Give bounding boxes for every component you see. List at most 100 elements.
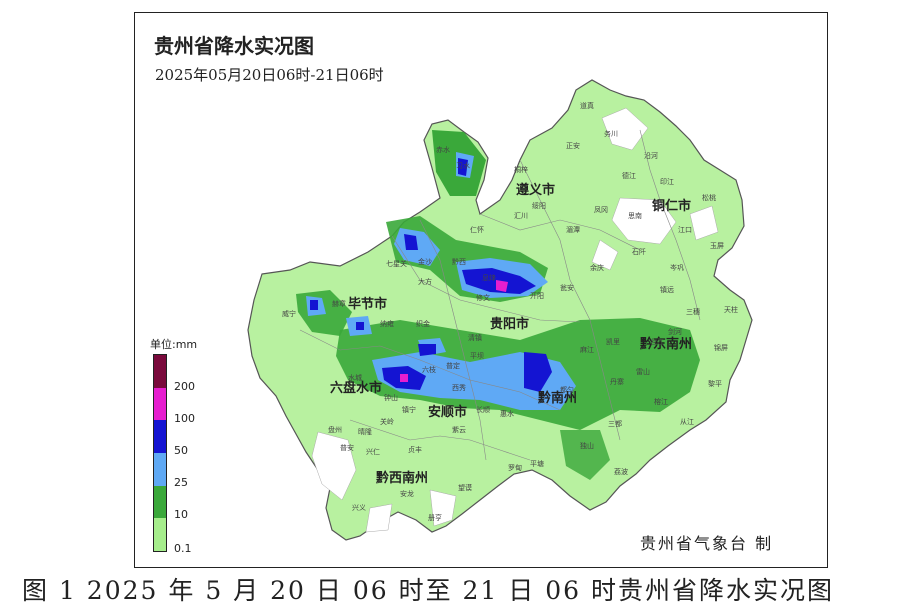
city-label: 黔南州 — [538, 390, 577, 406]
county-label: 长顺 — [476, 405, 490, 414]
county-label: 罗甸 — [508, 463, 522, 472]
legend-swatch — [154, 355, 166, 388]
county-label: 织金 — [416, 319, 430, 328]
county-label: 凯里 — [606, 337, 620, 346]
county-label: 石阡 — [632, 247, 646, 256]
legend-swatch — [154, 518, 166, 552]
county-label: 桐梓 — [514, 165, 528, 174]
no-rain-area — [311, 431, 357, 501]
county-label: 都匀 — [560, 385, 574, 394]
county-label: 玉屏 — [710, 242, 724, 250]
rain-50-100 — [356, 322, 364, 330]
county-label: 普定 — [446, 361, 460, 370]
county-label: 三都 — [608, 420, 622, 428]
county-label: 瓮安 — [560, 283, 574, 292]
city-label: 安顺市 — [428, 404, 467, 420]
city-label: 黔西南州 — [376, 470, 428, 486]
county-label: 西秀 — [452, 383, 466, 392]
county-label: 雷山 — [636, 367, 650, 376]
county-label: 凤冈 — [594, 206, 608, 214]
legend-swatch — [154, 420, 166, 454]
county-label: 惠水 — [500, 409, 514, 418]
credit-text: 贵州省气象台 制 — [640, 534, 774, 553]
map-subtitle: 2025年05月20日06时-21日06时 — [155, 66, 384, 84]
rain-100-200 — [400, 374, 408, 382]
no-rain-area — [689, 205, 719, 241]
county-label: 兴仁 — [366, 447, 380, 456]
city-label: 六盘水市 — [330, 380, 382, 396]
county-label: 独山 — [580, 441, 594, 450]
no-rain-area — [365, 503, 393, 533]
county-label: 大方 — [418, 277, 432, 286]
county-label: 开阳 — [530, 291, 544, 300]
county-label: 紫云 — [452, 426, 466, 434]
county-label: 平塘 — [530, 459, 544, 468]
county-label: 麻江 — [580, 345, 594, 354]
legend-swatch — [154, 485, 166, 519]
county-label: 镇远 — [660, 285, 674, 294]
county-label: 平坝 — [470, 351, 484, 360]
city-label: 黔东南州 — [640, 336, 692, 352]
county-label: 思南 — [628, 211, 642, 220]
county-label: 赫章 — [332, 299, 346, 308]
county-label: 丹寨 — [610, 377, 624, 386]
rain-50-100 — [310, 300, 318, 310]
county-label: 兴义 — [352, 503, 366, 512]
legend-label: 0.1 — [174, 542, 192, 555]
legend-swatch — [154, 387, 166, 421]
legend-label: 100 — [174, 412, 195, 425]
no-rain-area — [601, 107, 649, 151]
rain-50-100 — [404, 234, 418, 250]
county-label: 关岭 — [380, 417, 394, 426]
county-label: 镇宁 — [402, 405, 416, 414]
county-label: 荔波 — [614, 467, 628, 476]
county-label: 道真 — [580, 101, 594, 110]
figure-caption: 图 1 2025 年 5 月 20 日 06 时至 21 日 06 时贵州省降水… — [22, 576, 834, 605]
city-label: 铜仁市 — [651, 198, 691, 214]
county-label: 湄潭 — [566, 225, 580, 234]
county-label: 七星关 — [386, 259, 407, 268]
city-label: 贵阳市 — [490, 316, 529, 332]
county-label: 习水 — [456, 161, 470, 170]
county-label: 江口 — [678, 226, 692, 234]
legend-label: 50 — [174, 444, 188, 457]
rain-50-100 — [524, 352, 552, 392]
county-label: 印江 — [660, 178, 674, 186]
county-label: 晴隆 — [358, 427, 372, 436]
county-label: 汇川 — [514, 212, 528, 220]
county-label: 钟山 — [384, 393, 398, 402]
county-label: 锦屏 — [714, 343, 728, 352]
rain-10-25 — [560, 430, 610, 480]
county-borders — [299, 129, 701, 461]
county-label: 黔西 — [452, 257, 466, 266]
county-label: 盘州 — [328, 425, 342, 434]
map-title: 贵州省降水实况图 — [154, 34, 314, 58]
county-label: 余庆 — [590, 263, 604, 272]
county-label: 贞丰 — [408, 445, 422, 454]
county-label: 册亨 — [428, 513, 442, 522]
no-rain-area — [591, 239, 619, 271]
county-label: 仁怀 — [470, 225, 484, 234]
county-label: 岑巩 — [670, 263, 684, 272]
county-label: 松桃 — [702, 193, 716, 202]
county-label: 黎平 — [708, 379, 722, 388]
county-label: 三穗 — [686, 307, 700, 316]
county-label: 务川 — [604, 129, 618, 138]
county-label: 正安 — [566, 141, 580, 150]
legend-label: 10 — [174, 508, 188, 521]
city-label: 毕节市 — [348, 296, 387, 312]
legend-label: 200 — [174, 380, 195, 393]
county-label: 清镇 — [468, 333, 482, 342]
rain-50-100 — [458, 158, 468, 176]
county-label: 纳雍 — [380, 319, 394, 328]
county-label: 安龙 — [400, 489, 414, 498]
city-label: 遵义市 — [516, 182, 555, 198]
rain-100-200 — [496, 280, 508, 292]
county-label: 六枝 — [422, 365, 436, 374]
county-label: 普安 — [340, 443, 354, 452]
rain-50-100 — [418, 344, 436, 356]
county-label: 榕江 — [654, 397, 668, 406]
legend-colorbar — [153, 354, 167, 552]
county-label: 天柱 — [724, 305, 738, 314]
